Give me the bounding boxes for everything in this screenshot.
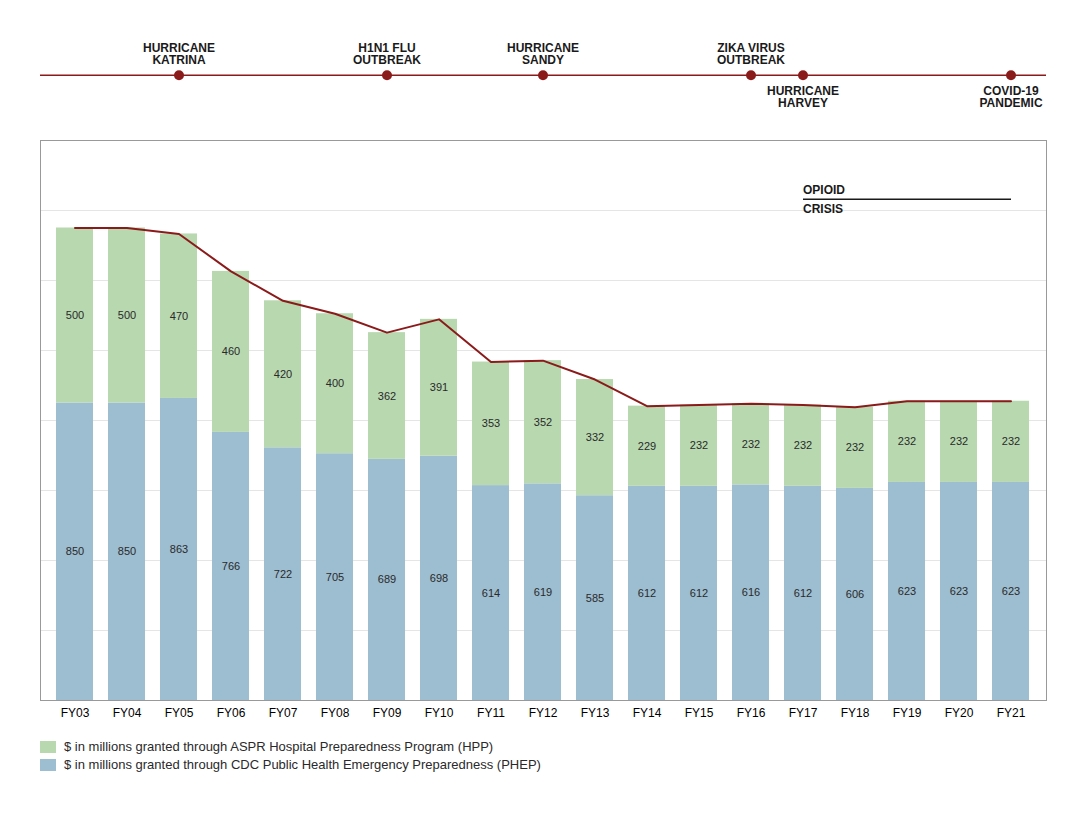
svg-text:229: 229 — [638, 440, 656, 452]
svg-text:FY17: FY17 — [789, 706, 818, 720]
svg-text:689: 689 — [378, 573, 396, 585]
svg-text:HURRICANESANDY: HURRICANESANDY — [507, 41, 579, 67]
svg-text:623: 623 — [950, 585, 968, 597]
svg-text:352: 352 — [534, 416, 552, 428]
svg-text:766: 766 — [222, 560, 240, 572]
svg-text:460: 460 — [222, 345, 240, 357]
svg-text:606: 606 — [846, 588, 864, 600]
svg-text:616: 616 — [742, 586, 760, 598]
svg-text:FY16: FY16 — [737, 706, 766, 720]
svg-text:850: 850 — [118, 545, 136, 557]
svg-text:FY18: FY18 — [841, 706, 870, 720]
svg-text:HURRICANEHARVEY: HURRICANEHARVEY — [767, 84, 839, 110]
svg-text:232: 232 — [950, 435, 968, 447]
svg-text:353: 353 — [482, 417, 500, 429]
svg-text:FY20: FY20 — [945, 706, 974, 720]
svg-text:FY09: FY09 — [373, 706, 402, 720]
svg-text:FY03: FY03 — [61, 706, 90, 720]
svg-text:FY12: FY12 — [529, 706, 558, 720]
svg-text:332: 332 — [586, 431, 604, 443]
svg-text:619: 619 — [534, 586, 552, 598]
svg-text:ZIKA VIRUSOUTBREAK: ZIKA VIRUSOUTBREAK — [717, 41, 785, 67]
svg-text:722: 722 — [274, 568, 292, 580]
svg-text:623: 623 — [898, 585, 916, 597]
svg-text:863: 863 — [170, 543, 188, 555]
svg-text:232: 232 — [690, 439, 708, 451]
svg-text:FY14: FY14 — [633, 706, 662, 720]
svg-text:FY11: FY11 — [477, 706, 505, 720]
svg-text:391: 391 — [430, 381, 448, 393]
svg-text:585: 585 — [586, 592, 604, 604]
svg-text:FY13: FY13 — [581, 706, 610, 720]
svg-text:232: 232 — [1002, 435, 1020, 447]
svg-text:698: 698 — [430, 572, 448, 584]
svg-text:232: 232 — [898, 435, 916, 447]
svg-text:FY08: FY08 — [321, 706, 350, 720]
svg-text:612: 612 — [638, 587, 656, 599]
html-text:$ in millions granted through: $ in millions granted through ASPR Hospi… — [64, 739, 494, 754]
svg-text:500: 500 — [66, 309, 84, 321]
svg-text:FY04: FY04 — [113, 706, 142, 720]
svg-text:470: 470 — [170, 310, 188, 322]
svg-text:FY21: FY21 — [997, 706, 1026, 720]
svg-text:500: 500 — [118, 309, 136, 321]
svg-text:FY06: FY06 — [217, 706, 246, 720]
svg-text:FY15: FY15 — [685, 706, 714, 720]
html-text:$ in millions granted through: $ in millions granted through CDC Public… — [64, 757, 541, 772]
svg-text:OPIOID: OPIOID — [803, 183, 845, 197]
svg-text:CRISIS: CRISIS — [803, 202, 843, 216]
svg-text:232: 232 — [794, 439, 812, 451]
svg-text:705: 705 — [326, 571, 344, 583]
svg-text:FY05: FY05 — [165, 706, 194, 720]
svg-text:400: 400 — [326, 377, 344, 389]
svg-text:362: 362 — [378, 390, 396, 402]
svg-text:850: 850 — [66, 545, 84, 557]
svg-text:623: 623 — [1002, 585, 1020, 597]
svg-text:614: 614 — [482, 587, 500, 599]
svg-text:COVID-19PANDEMIC: COVID-19PANDEMIC — [979, 84, 1042, 110]
svg-text:612: 612 — [794, 587, 812, 599]
svg-text:612: 612 — [690, 587, 708, 599]
svg-text:FY10: FY10 — [425, 706, 454, 720]
svg-text:H1N1 FLUOUTBREAK: H1N1 FLUOUTBREAK — [353, 41, 421, 67]
svg-text:232: 232 — [742, 438, 760, 450]
svg-text:FY19: FY19 — [893, 706, 922, 720]
svg-text:420: 420 — [274, 368, 292, 380]
svg-text:232: 232 — [846, 441, 864, 453]
svg-text:HURRICANEKATRINA: HURRICANEKATRINA — [143, 41, 215, 67]
svg-text:FY07: FY07 — [269, 706, 298, 720]
